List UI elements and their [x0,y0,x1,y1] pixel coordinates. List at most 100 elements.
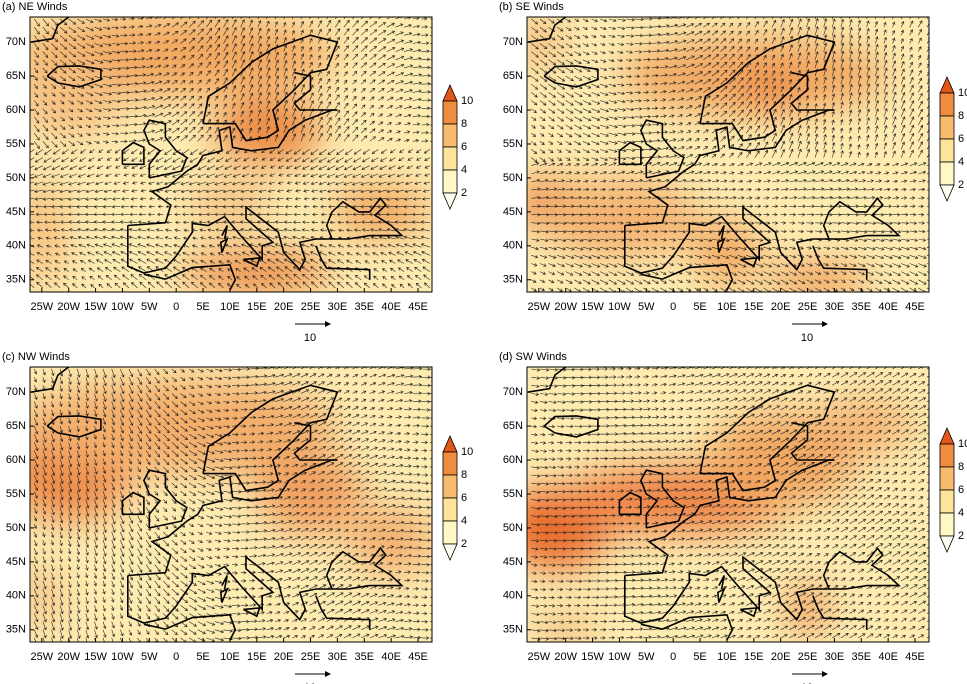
map-frame [526,366,930,643]
colorbar-label: 8 [958,461,964,473]
colorbar-top [939,76,955,94]
coastline [624,459,835,577]
coastline [127,459,338,577]
colorbar-top [939,427,955,445]
lon-label: 10W [608,301,631,313]
colorbar-label: 2 [958,179,964,191]
wind-speed-shading [332,184,429,240]
coastline [202,34,339,142]
lon-label: 20E [274,301,294,313]
coastline [30,367,70,393]
lon-label: 20E [771,651,791,663]
colorbar-label: 6 [958,484,964,496]
colorbar-label: 8 [461,469,467,481]
coastline [740,607,758,618]
lon-label: 30E [328,301,348,313]
lon-label: 35E [851,651,871,663]
coastline [127,197,404,274]
coastline [202,384,339,492]
lon-label: 40E [878,651,898,663]
wind-speed-shading [30,561,64,630]
colorbar-label: 2 [461,538,467,550]
lon-label: 0 [670,651,676,663]
colorbar-label: 4 [461,164,467,176]
wind-vectors [531,367,929,641]
coastline [121,491,145,516]
coastline [790,71,835,111]
colorbar-label: 8 [461,118,467,130]
coastline [716,587,726,603]
reference-label: 10 [304,682,316,684]
lon-label: 15E [744,651,764,663]
colorbar: 10 8 6 4 2 [939,76,967,202]
colorbar-segment [939,489,955,514]
coastline [740,257,758,268]
panel-title: (a) NE Winds [2,1,68,13]
lat-label: 40N [6,240,26,252]
colorbar-segment [939,443,955,468]
colorbar-bottom [939,184,955,202]
colorbar-segment [939,161,955,186]
coastline [143,119,188,179]
colorbar-segment [442,123,458,148]
map-area [30,17,432,292]
lon-label: 45E [905,301,925,313]
coastline [30,17,70,43]
lat-label: 50N [503,172,523,184]
coastline [121,141,145,166]
reference-label: 10 [304,332,316,344]
lat-label: 55N [6,488,26,500]
coastline [219,587,229,603]
coastline [315,595,371,630]
lat-label: 45N [6,556,26,568]
lon-label: 45E [408,301,428,313]
lat-label: 50N [503,522,523,534]
coastline [624,547,901,624]
lon-label: 15W [581,651,604,663]
colorbar-segment [939,466,955,491]
lat-label: 70N [6,386,26,398]
coastline [143,263,237,291]
coastline [640,469,685,529]
coastline [46,415,102,438]
lon-label: 25E [798,651,818,663]
lon-label: 0 [670,301,676,313]
wind-speed-shading [348,507,432,576]
coastline [243,257,261,268]
lon-label: 5W [141,301,158,313]
lon-label: 5E [693,301,706,313]
colorbar-label: 4 [958,507,964,519]
colorbar-segment [939,92,955,117]
lon-label: 20E [771,301,791,313]
lon-label: 0 [173,651,179,663]
wind-speed-shading [533,609,598,642]
lat-label: 65N [503,420,523,432]
wind-vectors [30,17,432,289]
coastline [219,237,229,253]
colorbar-segment [939,512,955,537]
lon-label: 40E [878,301,898,313]
wind-speed-shading [694,218,760,287]
lat-label: 60N [503,104,523,116]
colorbar-label: 2 [461,187,467,199]
panel-title: (c) NW Winds [2,351,70,363]
reference-label: 10 [801,682,813,684]
lon-label: 35E [354,301,374,313]
lon-label: 25W [31,301,54,313]
lon-label: 10E [717,651,737,663]
lon-label: 10E [220,301,240,313]
colorbar-label: 6 [461,141,467,153]
lon-label: 30E [825,651,845,663]
lat-label: 50N [6,172,26,184]
lon-label: 30E [825,301,845,313]
lon-label: 15W [581,301,604,313]
lon-label: 10E [220,651,240,663]
lat-label: 35N [6,624,26,636]
colorbar: 10 8 6 4 2 [442,84,473,210]
colorbar-segment [442,497,458,522]
